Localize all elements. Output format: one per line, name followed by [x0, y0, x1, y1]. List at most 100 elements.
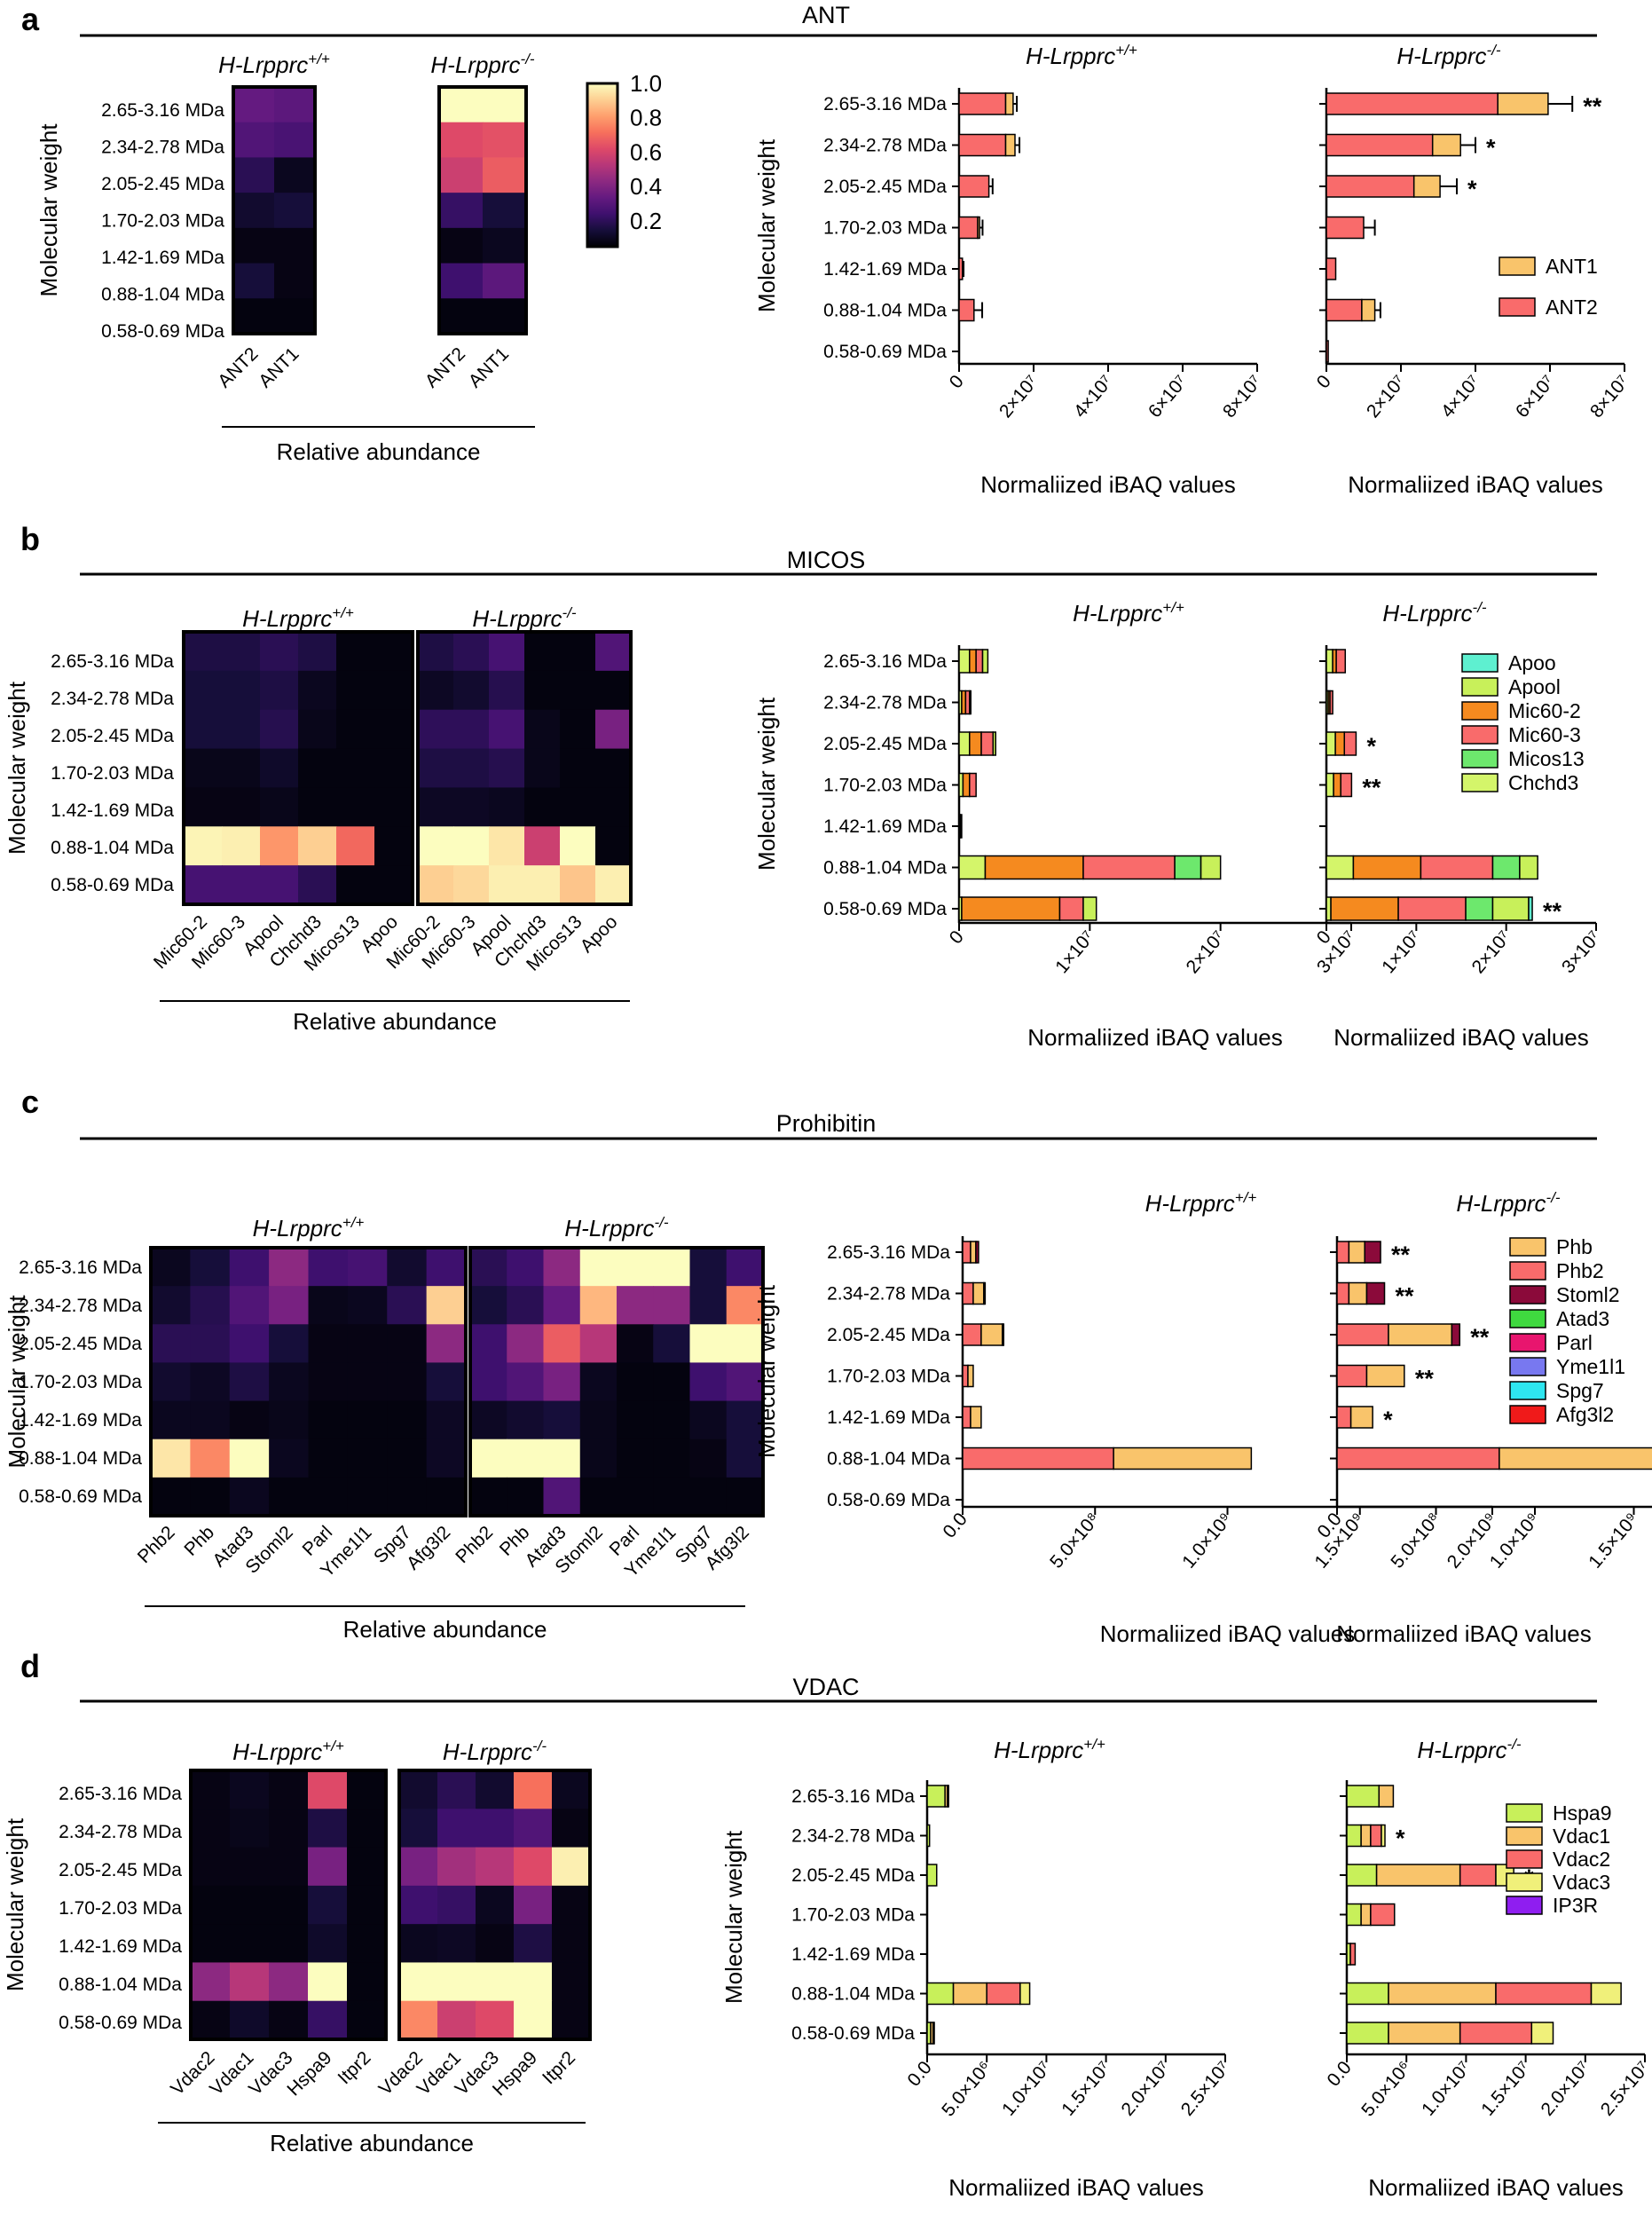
heatmap-cell	[269, 1324, 310, 1364]
legend-swatch	[1506, 1826, 1543, 1846]
bar-segment	[1334, 731, 1346, 756]
heatmap-cell	[689, 1286, 728, 1325]
legend-label: Spg7	[1556, 1379, 1604, 1402]
heatmap-cell	[426, 1248, 467, 1287]
bar-segment	[1459, 2022, 1533, 2045]
heatmap-cell	[260, 670, 299, 711]
bar-segment	[969, 649, 977, 674]
legend-label: Vdac2	[1553, 1848, 1610, 1871]
bar-segment	[1058, 896, 1084, 921]
heatmap-cell	[726, 1400, 764, 1440]
heatmap-cell	[298, 748, 337, 789]
heatmap-row-label: 2.65-3.16 MDa	[51, 651, 174, 672]
heatmap-genotype-label: H-Lrpprc+/+	[242, 604, 354, 632]
y-tick-label: 1.42-1.69 MDa	[823, 816, 947, 837]
heatmap-cell	[470, 1400, 507, 1440]
heatmap-cell	[269, 1477, 310, 1517]
heatmap-cell	[298, 865, 337, 905]
y-tick-label: 1.70-2.03 MDa	[823, 218, 947, 239]
bar-segment	[1365, 1281, 1386, 1305]
legend-swatch	[1506, 1896, 1543, 1915]
bar-chart-title: H-Lrpprc+/+	[1073, 599, 1184, 627]
heatmap-cell	[151, 1286, 191, 1325]
heatmap-cell	[507, 1324, 545, 1364]
heatmap-cell	[184, 670, 223, 711]
heatmap-ylabel: Molecular weight	[35, 123, 62, 297]
y-tick-label: 2.05-2.45 MDa	[823, 177, 947, 197]
heatmap-cell	[595, 865, 632, 905]
bar-segment	[1346, 1982, 1389, 2006]
y-tick-label: 2.65-3.16 MDa	[827, 1242, 950, 1263]
heatmap-cell	[387, 1324, 428, 1364]
heatmap-cell	[336, 826, 375, 866]
heatmap-cell	[387, 1286, 428, 1325]
bar-segment	[986, 1982, 1021, 2006]
heatmap-cell	[229, 1286, 270, 1325]
heatmap-cell	[387, 1439, 428, 1478]
heatmap-cell	[347, 1809, 387, 1848]
bar-segment	[1378, 1785, 1395, 1808]
bar-segment	[980, 731, 995, 756]
heatmap-cell	[230, 2000, 270, 2040]
heatmap-cell	[347, 1477, 388, 1517]
heatmap-cell	[184, 787, 223, 827]
heatmap-cell	[229, 1400, 270, 1440]
heatmap-frame	[189, 1769, 388, 2041]
bar-chart-title: H-Lrpprc+/+	[1145, 1189, 1257, 1217]
heatmap-cell	[274, 157, 316, 193]
heatmap-frame	[468, 1246, 765, 1517]
bar-segment	[1004, 133, 1016, 157]
heatmap-cell	[347, 1924, 387, 1964]
bar-segment	[958, 92, 1007, 115]
heatmap-cell	[489, 709, 525, 750]
heatmap-cell	[399, 1770, 438, 1809]
legend-swatch	[1461, 701, 1499, 721]
heatmap-cell	[437, 1885, 476, 1925]
bar-segment	[926, 1785, 946, 1808]
heatmap-cell	[560, 865, 596, 905]
heatmap-cell	[184, 709, 223, 750]
heatmap-cell	[347, 2000, 387, 2040]
heatmap-cell	[560, 670, 596, 711]
bar-segment	[1388, 1323, 1453, 1346]
bar-segment	[1336, 1323, 1389, 1346]
heatmap-row-label: 2.65-3.16 MDa	[19, 1257, 142, 1278]
heatmap-cell	[437, 1809, 476, 1848]
colorbar: 1.0 0.8 0.6 0.4 0.2	[586, 70, 662, 248]
heatmap-cell	[426, 1324, 467, 1364]
bar-segment	[1346, 1864, 1378, 1887]
heatmap-cell	[439, 87, 484, 123]
colorbar-tick-label: 0.2	[630, 208, 662, 234]
bar-chart-xlabel: Normaliized iBAQ values	[1333, 1024, 1589, 1051]
panel-letter: c	[21, 1084, 39, 1120]
heatmap-cell	[191, 1809, 231, 1848]
heatmap-cell	[399, 1885, 438, 1925]
bar-chart-xlabel: Normaliized iBAQ values	[980, 471, 1236, 498]
heatmap-cell	[476, 1885, 515, 1925]
heatmap-cell	[308, 1439, 349, 1478]
panel-letter: d	[20, 1648, 40, 1684]
bar-segment	[1397, 896, 1467, 921]
bar-segment	[1082, 855, 1176, 880]
bar-segment	[1329, 690, 1333, 715]
heatmap-cell	[483, 227, 527, 264]
heatmap-cell	[617, 1324, 654, 1364]
heatmap-ylabel: Molecular weight	[2, 1817, 28, 1991]
y-tick-label: 0.58-0.69 MDa	[823, 342, 947, 362]
heatmap-cell	[347, 1400, 388, 1440]
heatmap-cell	[229, 1439, 270, 1478]
y-tick-label: 0.88-1.04 MDa	[827, 1449, 950, 1470]
heatmap-cell	[543, 1286, 581, 1325]
heatmap-cell	[524, 787, 561, 827]
heatmap-cell	[689, 1439, 728, 1478]
heatmap-cell	[399, 1962, 438, 2002]
heatmap-cell	[439, 122, 484, 159]
heatmap-cell	[308, 1477, 349, 1517]
bar-chart-ylabel: Molecular weight	[720, 1830, 747, 2004]
legend-swatch	[1509, 1237, 1546, 1257]
heatmap-cell	[387, 1400, 428, 1440]
heatmap-cell	[269, 2000, 309, 2040]
heatmap-cell	[726, 1439, 764, 1478]
heatmap-cell	[418, 632, 454, 672]
